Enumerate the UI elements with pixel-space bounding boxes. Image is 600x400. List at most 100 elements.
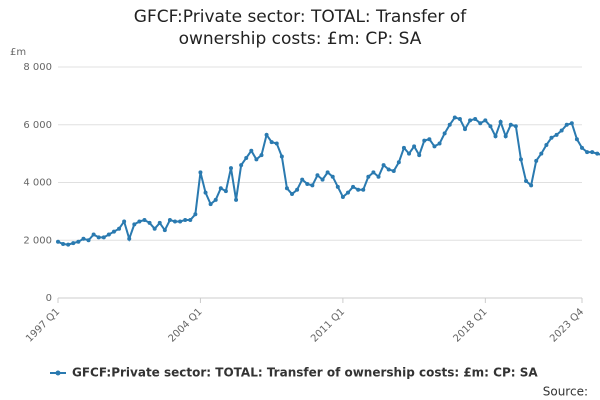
point bbox=[162, 228, 167, 233]
point bbox=[81, 236, 86, 241]
point bbox=[106, 232, 111, 237]
point bbox=[152, 226, 157, 231]
point bbox=[228, 166, 233, 171]
point bbox=[437, 141, 442, 146]
point bbox=[539, 151, 544, 156]
point bbox=[564, 122, 569, 127]
y-tick-label: 8 000 bbox=[23, 62, 52, 73]
y-axis-label: £m bbox=[10, 47, 26, 58]
point bbox=[101, 235, 106, 240]
point bbox=[254, 157, 259, 162]
point bbox=[574, 137, 579, 142]
point bbox=[208, 202, 213, 207]
point bbox=[320, 177, 325, 182]
point bbox=[269, 140, 274, 145]
point bbox=[193, 212, 198, 217]
point bbox=[259, 153, 264, 158]
point bbox=[244, 155, 249, 160]
point bbox=[284, 186, 289, 191]
point bbox=[376, 174, 381, 179]
point bbox=[488, 124, 493, 129]
point bbox=[427, 137, 432, 142]
point bbox=[340, 194, 345, 199]
point bbox=[569, 121, 574, 126]
point bbox=[305, 181, 310, 186]
point bbox=[493, 134, 498, 139]
point bbox=[264, 132, 269, 137]
point bbox=[188, 218, 193, 223]
point bbox=[132, 222, 137, 227]
point bbox=[386, 167, 391, 172]
point bbox=[462, 127, 467, 132]
point bbox=[371, 170, 376, 175]
chart-title: GFCF:Private sector: TOTAL: Transfer of … bbox=[133, 7, 467, 49]
point bbox=[167, 218, 172, 223]
point bbox=[203, 190, 208, 195]
point bbox=[157, 220, 162, 225]
x-tick-label: 2018 Q1 bbox=[451, 306, 489, 344]
point bbox=[529, 183, 534, 188]
point bbox=[585, 150, 590, 155]
point bbox=[412, 144, 417, 149]
point bbox=[122, 219, 127, 224]
point bbox=[366, 174, 371, 179]
point bbox=[407, 151, 412, 156]
point bbox=[396, 160, 401, 165]
point bbox=[91, 232, 96, 237]
point bbox=[290, 192, 295, 197]
point bbox=[183, 218, 188, 223]
point bbox=[234, 197, 239, 202]
point bbox=[147, 220, 152, 225]
point bbox=[310, 183, 315, 188]
point bbox=[86, 238, 91, 243]
point bbox=[279, 154, 284, 159]
point bbox=[173, 219, 178, 224]
x-tick-label: 2011 Q1 bbox=[309, 306, 347, 344]
point bbox=[559, 128, 564, 133]
point bbox=[442, 131, 447, 136]
point bbox=[330, 174, 335, 179]
point bbox=[61, 242, 66, 247]
point bbox=[524, 179, 529, 184]
point bbox=[447, 122, 452, 127]
point bbox=[274, 141, 279, 146]
point bbox=[71, 241, 76, 246]
point bbox=[508, 122, 513, 127]
y-tick-label: 6 000 bbox=[23, 120, 52, 131]
point bbox=[483, 118, 488, 123]
y-tick-label: 0 bbox=[46, 293, 52, 304]
point bbox=[595, 151, 600, 156]
point bbox=[498, 119, 503, 124]
point bbox=[468, 118, 473, 123]
legend-label: GFCF:Private sector: TOTAL: Transfer of … bbox=[72, 366, 538, 380]
point bbox=[335, 184, 340, 189]
point bbox=[223, 189, 228, 194]
point bbox=[549, 135, 554, 140]
x-tick-label: 2004 Q1 bbox=[167, 306, 205, 344]
point bbox=[117, 226, 122, 231]
point bbox=[218, 186, 223, 191]
point bbox=[513, 124, 518, 129]
point bbox=[249, 148, 254, 153]
point bbox=[178, 219, 183, 224]
point bbox=[554, 132, 559, 137]
point bbox=[111, 229, 116, 234]
point bbox=[351, 184, 356, 189]
point bbox=[391, 168, 396, 173]
point bbox=[198, 170, 203, 175]
point bbox=[518, 157, 523, 162]
point bbox=[96, 235, 101, 240]
y-tick-label: 4 000 bbox=[23, 178, 52, 189]
point bbox=[534, 158, 539, 163]
source: Source: bbox=[543, 385, 588, 399]
point bbox=[503, 134, 508, 139]
point bbox=[66, 242, 71, 247]
point bbox=[417, 153, 422, 158]
point bbox=[137, 219, 142, 224]
point bbox=[381, 163, 386, 168]
point bbox=[315, 173, 320, 178]
x-tick-label: 1997 Q1 bbox=[24, 306, 62, 344]
point bbox=[356, 187, 361, 192]
